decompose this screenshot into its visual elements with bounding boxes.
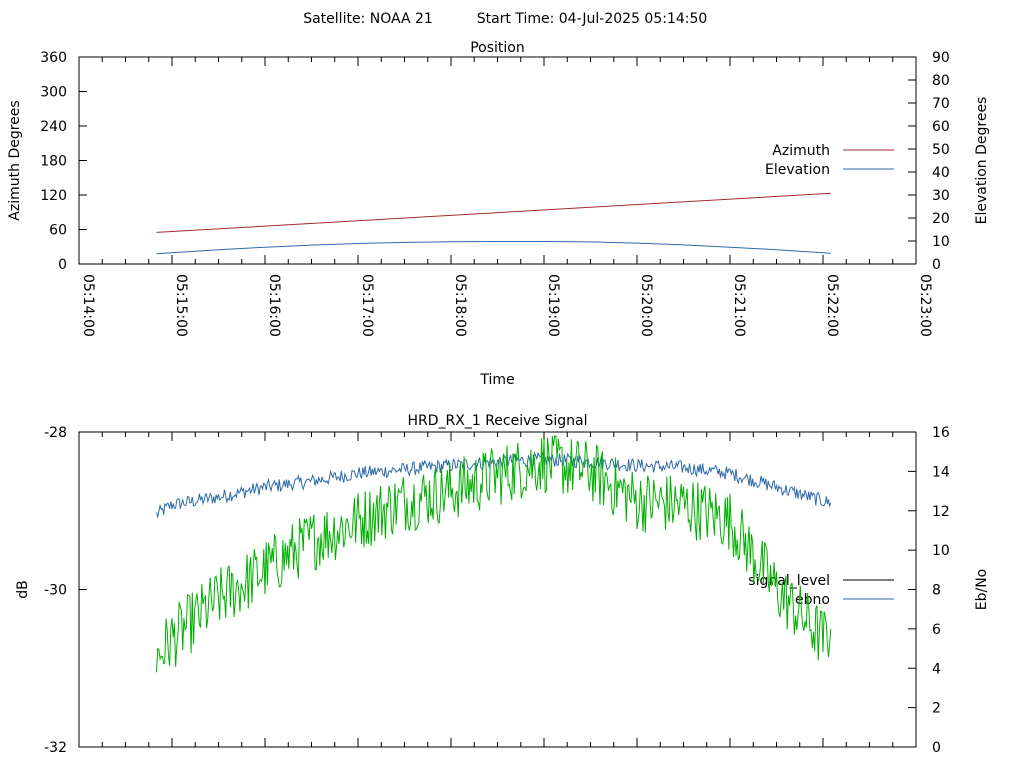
y2-tick-label: 50	[932, 142, 950, 158]
y2-tick-label: 2	[932, 701, 941, 717]
x-tick-label: 05:17:00	[359, 274, 375, 337]
series-line-series-2	[156, 435, 832, 673]
y2-tick-label: 90	[932, 50, 950, 66]
chart-title: Position	[470, 40, 525, 56]
x-tick-label: 05:16:00	[266, 274, 282, 337]
y-tick-label: 0	[58, 257, 67, 273]
x-tick-label: 05:20:00	[638, 274, 654, 337]
y-tick-label: -30	[44, 583, 67, 599]
x-axis-label: Time	[479, 372, 514, 388]
receive-signal-chart: HRD_RX_1 Receive Signal -28 -30 -32 0 2 4 6 8 10 1…	[15, 413, 990, 756]
position-chart: Position 05:14:00 05:15:00 05:16:00 05:17:00…	[7, 40, 990, 388]
y2-tick-label: 10	[932, 234, 950, 250]
y2-tick-label: 0	[932, 257, 941, 273]
y2-tick-label: 6	[932, 622, 941, 638]
legend-label-azimuth: Azimuth	[772, 143, 830, 159]
y-tick-label: 60	[49, 223, 67, 239]
y2-axis-label: Eb/No	[974, 569, 990, 611]
y2-tick-label: 0	[932, 740, 941, 756]
legend-label-ebno: ebno	[795, 592, 830, 608]
y-axis-label: Azimuth Degrees	[7, 100, 23, 220]
y2-tick-label: 30	[932, 188, 950, 204]
legend-label-elevation: Elevation	[765, 162, 830, 178]
y-axis-label: dB	[15, 580, 31, 599]
y2-tick-label: 4	[932, 661, 941, 677]
x-tick-label: 05:19:00	[545, 274, 561, 337]
legend-label-signal-level: signal_level	[748, 573, 830, 589]
y2-tick-label: 60	[932, 119, 950, 135]
x-tick-label: 05:21:00	[731, 274, 747, 337]
y2-tick-label: 40	[932, 165, 950, 181]
y-tick-label: 360	[40, 50, 67, 66]
y-tick-label: -28	[44, 425, 67, 441]
y-tick-label: 120	[40, 188, 67, 204]
y2-tick-label: 70	[932, 96, 950, 112]
series-line-ebno	[156, 451, 832, 519]
satellite-label: Satellite: NOAA 21	[303, 11, 433, 27]
y2-tick-label: 16	[932, 425, 950, 441]
x-tick-label: 05:22:00	[824, 274, 840, 337]
y-tick-label: -32	[44, 740, 67, 756]
x-tick-label: 05:15:00	[173, 274, 189, 337]
x-tick-label: 05:14:00	[80, 274, 96, 337]
chart-title: HRD_RX_1 Receive Signal	[408, 413, 588, 429]
y-tick-label: 180	[40, 154, 67, 170]
y2-tick-label: 14	[932, 464, 950, 480]
y-tick-label: 300	[40, 85, 67, 101]
series-line-elevation	[156, 241, 831, 255]
x-tick-label: 05:23:00	[917, 274, 933, 337]
y2-tick-label: 8	[932, 583, 941, 599]
y2-axis-label: Elevation Degrees	[974, 97, 990, 225]
plot-frame	[78, 56, 917, 265]
y2-tick-label: 10	[932, 543, 950, 559]
x-tick-label: 05:18:00	[452, 274, 468, 337]
y2-tick-label: 80	[932, 73, 950, 89]
start-time-label: Start Time: 04-Jul-2025 05:14:50	[477, 11, 708, 27]
series-line-azimuth	[156, 192, 831, 233]
y2-tick-label: 12	[932, 504, 950, 520]
y-tick-label: 240	[40, 119, 67, 135]
y2-tick-label: 20	[932, 211, 950, 227]
